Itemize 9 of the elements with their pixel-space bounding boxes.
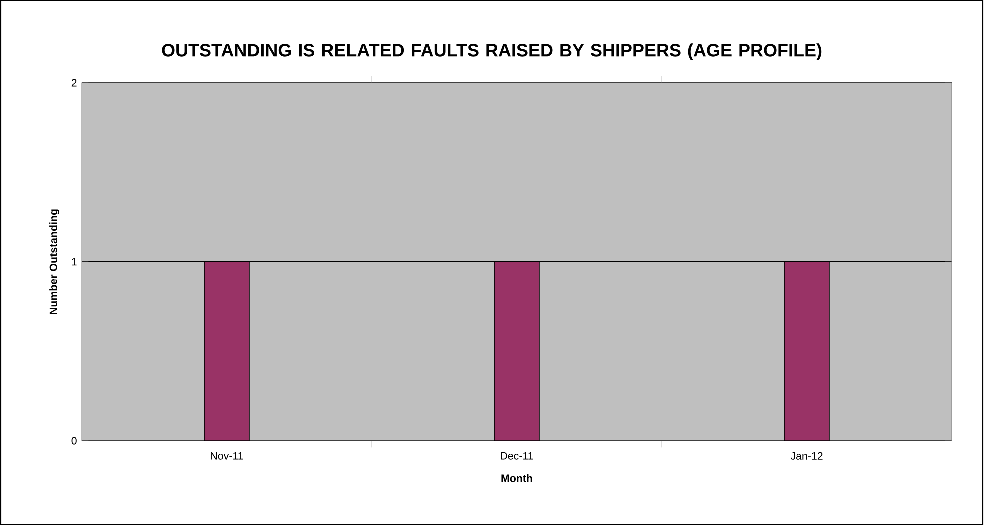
x-tick-label: Dec-11 (501, 452, 534, 460)
x-tick-label: Jan-12 (790, 452, 823, 460)
y-tick-label: 1 (72, 258, 77, 266)
chart-title: OUTSTANDING IS RELATED FAULTS RAISED BY SHIPPERS (AGE PROFILE) (162, 44, 822, 60)
y-tick-label: 2 (72, 79, 77, 87)
y-tick-label: 0 (72, 437, 77, 445)
x-tick-label: Nov-11 (211, 452, 244, 460)
x-axis-title: Month (502, 474, 532, 482)
y-axis-title: Number Outstanding (50, 210, 60, 314)
